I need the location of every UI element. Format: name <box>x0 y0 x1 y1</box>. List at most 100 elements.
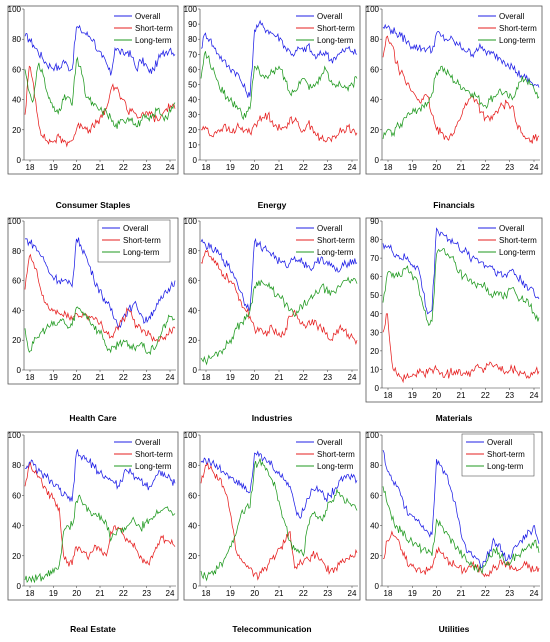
y-tick-label: 40 <box>370 310 379 319</box>
legend-label: Overall <box>123 224 149 233</box>
series-line-overall <box>382 23 540 88</box>
y-tick-label: 80 <box>188 35 197 44</box>
y-tick-label: 30 <box>188 111 197 120</box>
x-tick-label: 22 <box>481 589 490 598</box>
y-tick-label: 20 <box>188 336 197 345</box>
legend-label: Long-term <box>135 36 172 45</box>
x-tick-label: 20 <box>250 163 259 172</box>
series-line-long-term <box>200 51 358 121</box>
chart-panel: 0 20 40 60 80 100 18 19 20 21 22 23 24 Overall Short-t… <box>365 431 543 634</box>
x-tick-label: 23 <box>323 373 332 382</box>
series-line-short-term <box>24 65 176 148</box>
series-line-short-term <box>200 462 358 581</box>
y-tick-label: 80 <box>188 461 197 470</box>
legend-label: Overall <box>317 12 343 21</box>
x-tick-label: 18 <box>202 163 211 172</box>
series-line-overall <box>24 449 176 503</box>
x-tick-label: 21 <box>96 163 105 172</box>
y-tick-label: 100 <box>366 431 380 440</box>
chart-panel: 0 20 40 60 80 100 18 19 20 21 22 23 24 Overall Short-t… <box>7 5 179 210</box>
y-tick-label: 20 <box>188 552 197 561</box>
series-line-short-term <box>200 111 358 143</box>
y-tick-label: 40 <box>188 522 197 531</box>
legend-label: Short-term <box>499 236 537 245</box>
series-line-short-term <box>382 35 540 144</box>
x-tick-label: 24 <box>530 163 539 172</box>
x-tick-label: 19 <box>408 589 417 598</box>
legend-label: Short-term <box>135 450 173 459</box>
x-tick-label: 22 <box>299 589 308 598</box>
y-tick-label: 50 <box>188 81 197 90</box>
legend-label: Short-term <box>317 24 355 33</box>
panel-title: Financials <box>433 200 475 210</box>
y-tick-label: 40 <box>188 96 197 105</box>
panel-title: Consumer Staples <box>56 200 131 210</box>
x-tick-label: 23 <box>142 163 151 172</box>
chart-panel: 0 20 40 60 80 100 18 19 20 21 22 23 24 Overall Short-t… <box>365 5 543 210</box>
x-tick-label: 21 <box>275 589 284 598</box>
y-tick-label: 70 <box>188 50 197 59</box>
plot-frame <box>365 217 543 403</box>
y-tick-label: 80 <box>12 247 21 256</box>
x-tick-label: 22 <box>119 373 128 382</box>
x-tick-label: 21 <box>457 391 466 400</box>
series-line-long-term <box>200 458 358 582</box>
legend-label: Long-term <box>123 248 160 257</box>
y-tick-label: 100 <box>184 431 198 440</box>
x-tick-label: 19 <box>408 163 417 172</box>
y-tick-label: 0 <box>17 582 22 591</box>
y-tick-label: 0 <box>193 156 198 165</box>
y-tick-label: 0 <box>193 366 198 375</box>
chart-panel: 0 20 40 60 80 100 18 19 20 21 22 23 24 Overall Short-t… <box>183 217 361 423</box>
legend-label: Overall <box>499 224 525 233</box>
series-line-long-term <box>24 56 176 129</box>
x-tick-label: 21 <box>457 163 466 172</box>
y-tick-label: 20 <box>370 552 379 561</box>
legend: Overall Short-term Long-term <box>461 433 535 477</box>
x-tick-label: 23 <box>142 373 151 382</box>
y-tick-label: 100 <box>184 5 198 14</box>
x-tick-label: 18 <box>384 163 393 172</box>
y-tick-label: 90 <box>370 217 379 226</box>
legend-box <box>461 433 535 477</box>
y-tick-label: 60 <box>188 277 197 286</box>
panel-title: Health Care <box>69 413 117 423</box>
legend-label: Short-term <box>499 24 537 33</box>
x-tick-label: 24 <box>530 391 539 400</box>
y-tick-label: 10 <box>188 141 197 150</box>
chart-panel: 0 20 40 60 80 100 18 19 20 21 22 23 24 Overall Short-t… <box>7 217 179 423</box>
y-tick-label: 100 <box>184 217 198 226</box>
legend-label: Overall <box>317 438 343 447</box>
legend-label: Long-term <box>317 462 354 471</box>
plot-frame <box>7 431 179 601</box>
x-tick-label: 24 <box>348 373 357 382</box>
y-tick-label: 0 <box>375 582 380 591</box>
y-tick-label: 100 <box>8 431 22 440</box>
x-tick-label: 22 <box>119 589 128 598</box>
x-tick-label: 21 <box>275 163 284 172</box>
series-line-overall <box>24 24 176 76</box>
plot-frame <box>7 5 179 175</box>
series-line-short-term <box>382 530 540 578</box>
x-tick-label: 20 <box>250 373 259 382</box>
y-tick-label: 10 <box>370 365 379 374</box>
x-tick-label: 22 <box>299 373 308 382</box>
series-line-long-term <box>382 65 540 139</box>
legend-label: Short-term <box>317 236 355 245</box>
chart-panel: 0 10 20 30 40 50 60 70 80 90 18 19 20 21 22 23 24 Overall… <box>365 217 543 423</box>
legend-label: Overall <box>487 438 513 447</box>
legend-label: Short-term <box>135 24 173 33</box>
legend: Overall Short-term Long-term <box>97 219 171 263</box>
panel-title: Industries <box>252 413 293 423</box>
series-line-overall <box>200 19 358 98</box>
chart-panel: 0 20 40 60 80 100 18 19 20 21 22 23 24 Overall Short-t… <box>183 431 361 634</box>
y-tick-label: 20 <box>12 126 21 135</box>
x-tick-label: 18 <box>26 163 35 172</box>
y-tick-label: 60 <box>370 65 379 74</box>
plot-frame <box>183 5 361 175</box>
x-tick-label: 22 <box>119 163 128 172</box>
y-tick-label: 20 <box>370 347 379 356</box>
y-tick-label: 80 <box>188 247 197 256</box>
legend-label: Short-term <box>487 450 525 459</box>
legend: Overall Short-term Long-term <box>296 12 355 45</box>
